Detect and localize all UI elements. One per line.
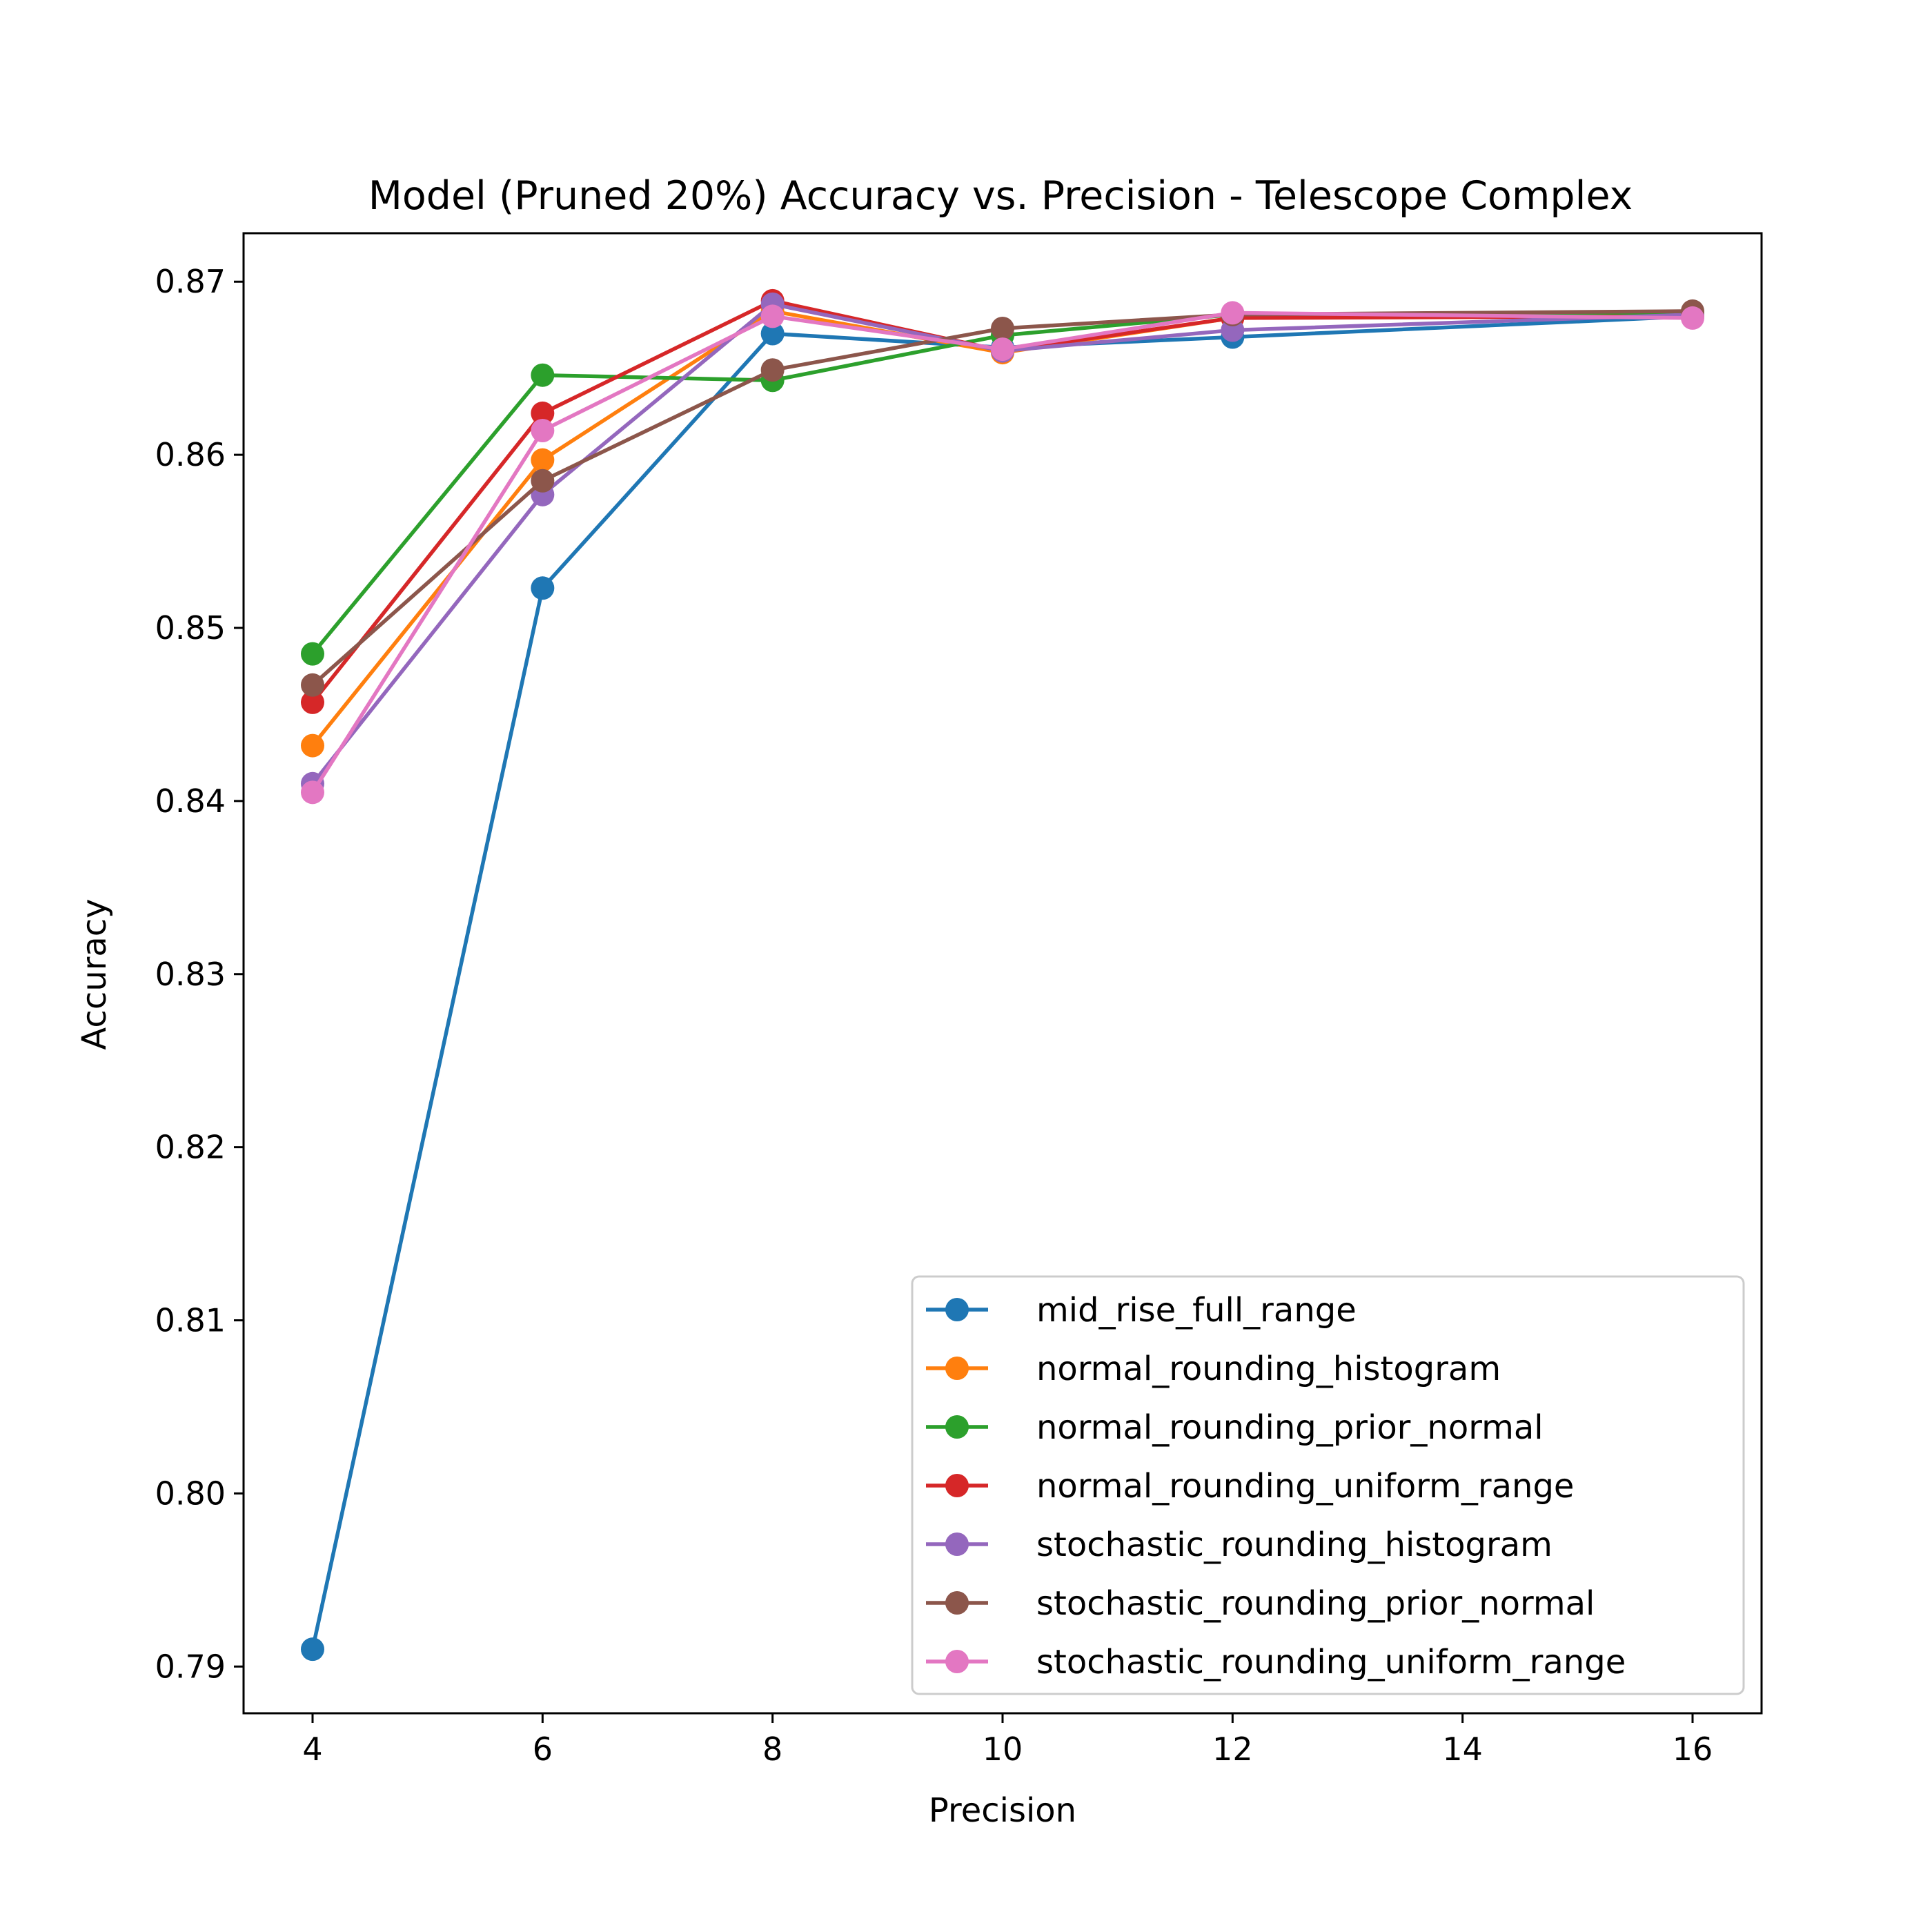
series-line-stochastic_rounding_uniform_range (310, 310, 1693, 793)
data-point-stochastic_rounding_uniform_range (1681, 306, 1704, 330)
y-tick-label: 0.79 (155, 1648, 226, 1685)
series-line-mid_rise_full_range (310, 314, 1693, 1650)
legend-label: normal_rounding_uniform_range (1036, 1467, 1574, 1506)
x-tick-label: 14 (1442, 1731, 1483, 1768)
x-tick-label: 8 (762, 1731, 782, 1768)
y-tick-label: 0.85 (155, 609, 226, 647)
legend-swatch-marker (945, 1532, 969, 1556)
data-point-stochastic_rounding_prior_normal (991, 316, 1014, 340)
y-tick-label: 0.83 (155, 956, 226, 993)
legend-label: stochastic_rounding_histogram (1036, 1526, 1552, 1564)
x-tick-label: 4 (302, 1731, 322, 1768)
data-point-normal_rounding_prior_normal (301, 642, 324, 666)
legend-swatch-marker (945, 1650, 969, 1673)
legend-label: normal_rounding_histogram (1036, 1350, 1501, 1388)
legend-label: mid_rise_full_range (1036, 1291, 1357, 1330)
data-point-stochastic_rounding_uniform_range (760, 304, 785, 328)
x-tick-label: 16 (1673, 1731, 1713, 1768)
chart-title: Model (Pruned 20%) Accuracy vs. Precisio… (368, 173, 1633, 219)
legend-label: normal_rounding_prior_normal (1036, 1408, 1544, 1447)
data-point-stochastic_rounding_prior_normal (301, 673, 324, 697)
data-point-normal_rounding_prior_normal (531, 363, 555, 387)
data-point-stochastic_rounding_uniform_range (1221, 301, 1245, 325)
data-point-normal_rounding_histogram (301, 733, 324, 758)
legend-swatch-marker (945, 1298, 969, 1321)
plot-area (301, 288, 1704, 1662)
legend-swatch-marker (945, 1591, 969, 1615)
legend-swatch-marker (945, 1415, 969, 1439)
x-tick-label: 12 (1212, 1731, 1253, 1768)
data-point-mid_rise_full_range (760, 322, 785, 346)
x-tick-label: 10 (983, 1731, 1023, 1768)
y-tick-label: 0.80 (155, 1475, 226, 1512)
data-point-mid_rise_full_range (531, 576, 555, 600)
data-point-stochastic_rounding_prior_normal (760, 358, 785, 382)
legend-label: stochastic_rounding_prior_normal (1036, 1584, 1595, 1623)
data-point-stochastic_rounding_uniform_range (991, 337, 1014, 362)
y-tick-label: 0.81 (155, 1302, 226, 1339)
data-point-normal_rounding_uniform_range (301, 690, 324, 714)
legend: mid_rise_full_range normal_rounding_histo… (911, 1275, 1745, 1695)
data-point-normal_rounding_histogram (531, 448, 555, 472)
y-tick-label: 0.86 (155, 436, 226, 473)
legend-swatch-marker (945, 1474, 969, 1497)
y-tick-label: 0.84 (155, 782, 226, 820)
legend-box (911, 1275, 1745, 1695)
y-tick-label: 0.82 (155, 1129, 226, 1166)
data-point-stochastic_rounding_uniform_range (301, 780, 324, 805)
data-point-stochastic_rounding_uniform_range (531, 419, 555, 442)
legend-label: stochastic_rounding_uniform_range (1036, 1643, 1626, 1682)
data-point-mid_rise_full_range (301, 1637, 324, 1662)
x-axis-label: Precision (929, 1791, 1076, 1830)
x-tick-label: 6 (533, 1731, 553, 1768)
y-tick-label: 0.87 (155, 263, 226, 300)
legend-swatch-marker (945, 1357, 969, 1380)
series-line-stochastic_rounding_histogram (310, 302, 1693, 785)
data-point-normal_rounding_uniform_range (531, 401, 555, 425)
y-axis-label: Accuracy (75, 898, 114, 1049)
data-point-stochastic_rounding_prior_normal (531, 469, 555, 493)
